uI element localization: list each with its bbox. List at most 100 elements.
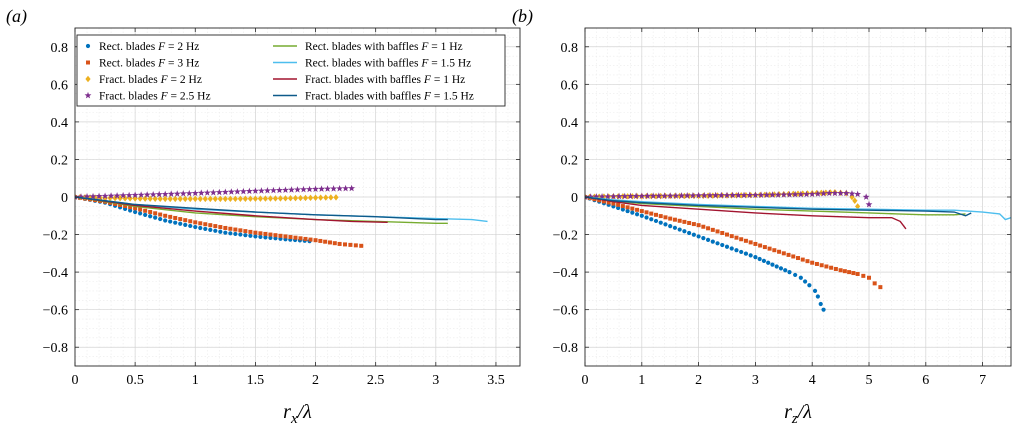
data-point [861,273,866,278]
data-point [814,261,819,266]
data-point [854,190,862,198]
x-tick-label: 3 [432,373,439,388]
y-tick-label: −0.4 [553,266,578,281]
data-point [247,195,253,202]
data-point [682,229,687,234]
data-point [138,211,143,216]
y-tick-label: −0.4 [43,266,68,281]
data-point [824,264,829,269]
data-point [242,195,248,202]
y-tick-label: 0.6 [561,78,579,93]
data-point [183,222,188,227]
data-point [342,184,350,192]
series-6 [585,196,1011,221]
data-point [705,237,711,242]
legend-entry: Rect. blades F = 3 Hz [86,58,199,70]
x-tick-label: 0 [72,373,79,388]
data-point [118,202,123,207]
data-point [783,268,788,273]
data-point [616,202,621,207]
data-point [666,192,674,199]
data-point [223,225,228,230]
data-point [203,226,208,232]
data-point [734,235,739,240]
legend-entry: Rect. blades with baffles F = 1 Hz [273,41,463,53]
plot-area [585,189,1011,312]
y-tick-label: 0.6 [51,78,69,93]
data-point [187,195,193,203]
x-axis-label: rx/λ [283,401,312,427]
data-point [143,212,148,217]
data-point [729,191,737,199]
data-point [217,195,223,203]
data-point [267,195,274,202]
data-point [791,190,799,198]
data-point [661,192,668,199]
data-point [257,195,264,202]
data-point [228,231,233,236]
data-point [227,195,233,203]
data-point [687,220,692,225]
data-point [786,252,791,257]
y-tick-label: −0.8 [553,341,578,356]
y-tick-label: 0 [61,191,68,206]
data-point [625,208,630,214]
data-point [748,253,753,258]
data-point [778,266,784,271]
data-point [221,188,229,196]
data-point [701,236,706,241]
data-point [218,229,223,234]
data-point [803,190,810,198]
data-point [601,199,606,204]
data-point [303,236,308,241]
data-point [774,191,782,198]
data-point [248,233,253,238]
data-point [837,189,845,197]
data-point [313,238,318,243]
series-7 [75,196,388,224]
data-point [312,185,319,193]
series-7 [585,196,907,230]
data-point [137,191,145,198]
data-point [237,195,243,202]
data-point [245,187,253,195]
data-point [227,188,235,195]
data-point [208,223,213,228]
series-line [75,196,388,224]
data-point [215,188,223,196]
data-point [283,234,288,239]
data-point [323,239,328,244]
data-point [83,193,91,200]
data-point [142,195,148,202]
data-point [638,192,646,199]
legend-marker [86,60,90,65]
x-tick-label: 0.5 [126,373,144,388]
data-point [278,233,283,238]
data-point [270,186,277,194]
y-tick-label: 0.8 [51,41,69,56]
data-point [762,245,767,250]
data-point [865,200,873,208]
data-point [348,242,353,247]
data-point [288,235,293,240]
data-point [268,232,273,237]
data-point [332,241,337,246]
data-point [644,210,649,215]
series-4 [585,189,873,208]
data-point [128,208,133,213]
legend-marker [85,75,91,83]
data-point [717,191,725,199]
ticks: 0 1 2 3 4 5 6 7 −0.8 −0.6 −0.4 −0.2 0 0.2 0.4 0.6 0.8 [553,28,1011,388]
data-point [793,272,798,278]
legend-entry: Fract. blades F = 2.5 Hz [84,91,211,103]
data-point [658,220,663,225]
data-point [848,190,856,197]
data-point [849,193,855,201]
data-point [251,187,259,194]
y-tick-label: −0.8 [43,341,68,356]
data-point [209,188,217,196]
data-point [668,216,673,221]
data-point [163,218,168,223]
data-point [243,233,248,238]
data-point [743,238,748,243]
